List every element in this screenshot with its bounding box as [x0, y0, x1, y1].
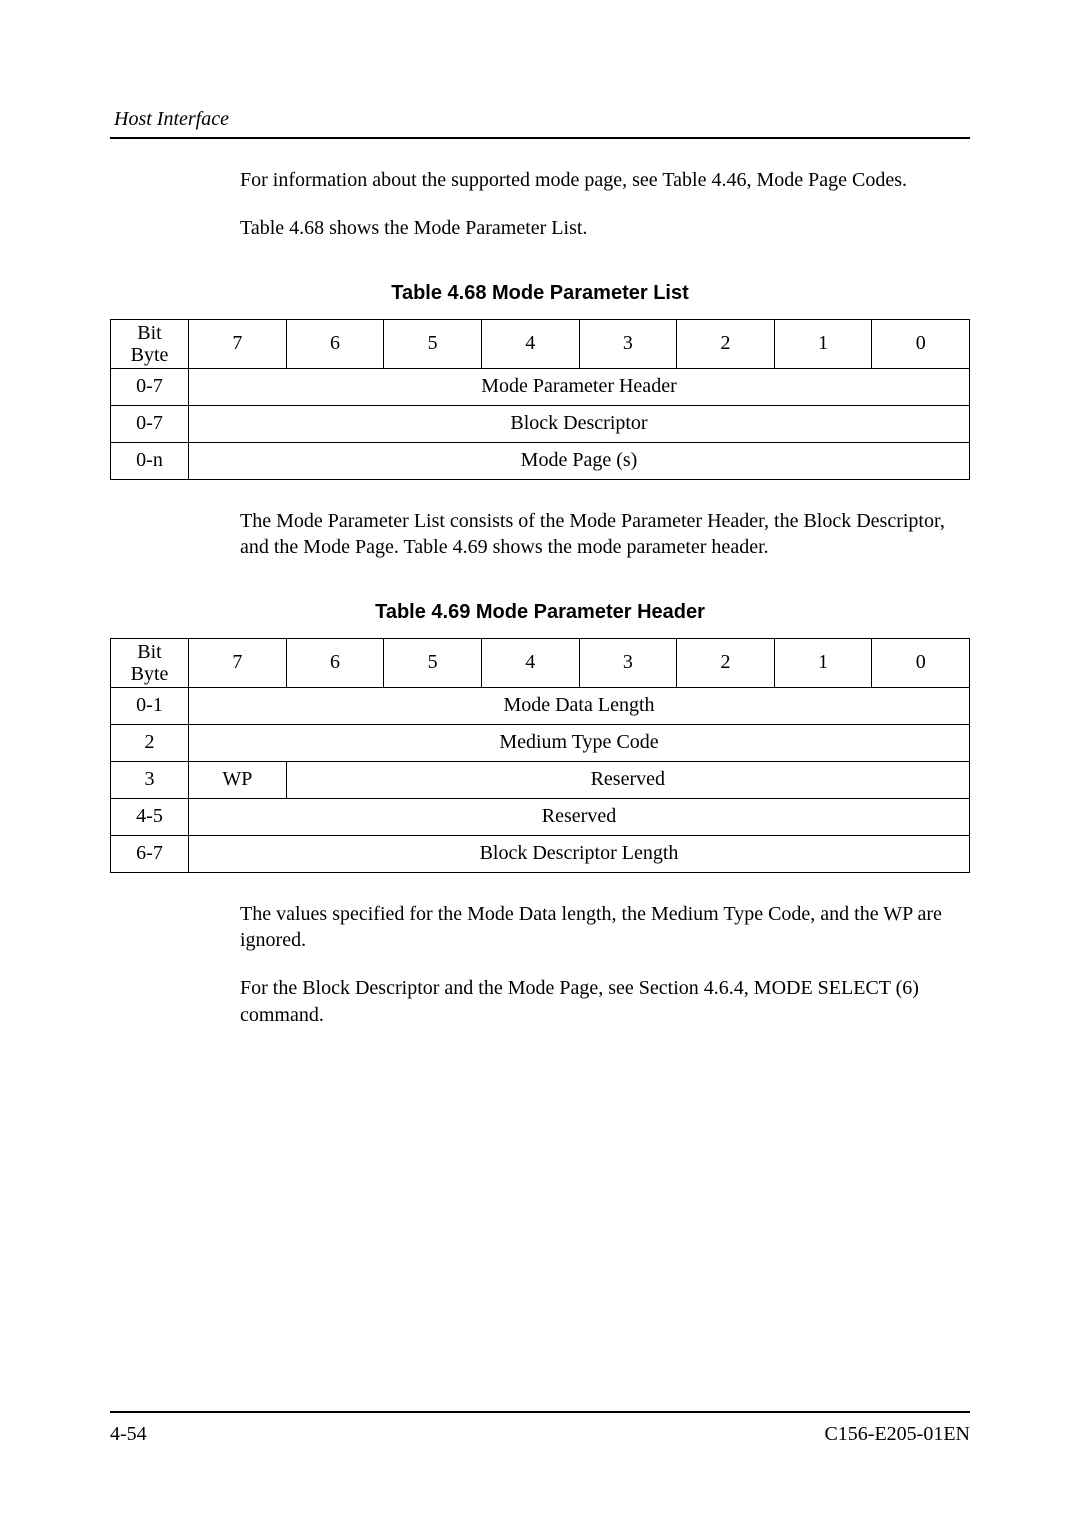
paragraph-5: For the Block Descriptor and the Mode Pa… — [240, 975, 970, 1028]
footer-row: 4-54 C156-E205-01EN — [110, 1423, 970, 1446]
body-block-3: The values specified for the Mode Data l… — [240, 901, 970, 1029]
table-row: 6-7 Block Descriptor Length — [111, 835, 970, 872]
table-469-caption: Table 4.69 Mode Parameter Header — [110, 601, 970, 624]
table-468-r3-byte: 0-n — [111, 442, 189, 479]
paragraph-1: For information about the supported mode… — [240, 167, 970, 193]
page-number: 4-54 — [110, 1423, 147, 1446]
page-footer: 4-54 C156-E205-01EN — [110, 1411, 970, 1446]
table-468-r3-val: Mode Page (s) — [189, 442, 970, 479]
table-469-bit-2: 2 — [677, 638, 775, 687]
table-469-r4-val: Reserved — [189, 798, 970, 835]
table-469-bit-3: 3 — [579, 638, 677, 687]
table-469-header-row: Bit Byte 7 6 5 4 3 2 1 0 — [111, 638, 970, 687]
table-468-bit-3: 3 — [579, 319, 677, 368]
table-row: 0-7 Block Descriptor — [111, 405, 970, 442]
table-469-r5-val: Block Descriptor Length — [189, 835, 970, 872]
byte-label: Byte — [131, 663, 169, 685]
table-469-r3-byte: 3 — [111, 761, 189, 798]
table-469-bit-1: 1 — [774, 638, 872, 687]
table-469-r3-val: Reserved — [286, 761, 969, 798]
table-469-r4-byte: 4-5 — [111, 798, 189, 835]
table-469-bit-5: 5 — [384, 638, 482, 687]
table-row: 0-1 Mode Data Length — [111, 687, 970, 724]
table-468-header-row: Bit Byte 7 6 5 4 3 2 1 0 — [111, 319, 970, 368]
table-468-bit-7: 7 — [189, 319, 287, 368]
byte-label: Byte — [131, 344, 169, 366]
bit-label: Bit — [137, 322, 161, 344]
table-row: 4-5 Reserved — [111, 798, 970, 835]
page: Host Interface For information about the… — [0, 0, 1080, 1028]
table-468-bit-1: 1 — [774, 319, 872, 368]
table-row: 2 Medium Type Code — [111, 724, 970, 761]
paragraph-3: The Mode Parameter List consists of the … — [240, 508, 970, 561]
header-rule — [110, 137, 970, 139]
table-469-bitbyte-label: Bit Byte — [111, 638, 189, 687]
table-468-caption: Table 4.68 Mode Parameter List — [110, 282, 970, 305]
table-row: 0-n Mode Page (s) — [111, 442, 970, 479]
table-468-bitbyte-label: Bit Byte — [111, 319, 189, 368]
table-468-r2-byte: 0-7 — [111, 405, 189, 442]
doc-code: C156-E205-01EN — [824, 1423, 970, 1446]
table-469-r3-wp: WP — [189, 761, 287, 798]
table-469-bit-4: 4 — [481, 638, 579, 687]
footer-rule — [110, 1411, 970, 1413]
body-block-2: The Mode Parameter List consists of the … — [240, 508, 970, 561]
table-469-r2-byte: 2 — [111, 724, 189, 761]
table-468-bit-0: 0 — [872, 319, 970, 368]
table-468-r1-byte: 0-7 — [111, 368, 189, 405]
paragraph-4: The values specified for the Mode Data l… — [240, 901, 970, 954]
table-468-bit-2: 2 — [677, 319, 775, 368]
table-469-r2-val: Medium Type Code — [189, 724, 970, 761]
table-469: Bit Byte 7 6 5 4 3 2 1 0 0-1 Mode Data L… — [110, 638, 970, 873]
table-row: 3 WP Reserved — [111, 761, 970, 798]
paragraph-2: Table 4.68 shows the Mode Parameter List… — [240, 215, 970, 241]
table-469-r1-byte: 0-1 — [111, 687, 189, 724]
table-468: Bit Byte 7 6 5 4 3 2 1 0 0-7 Mode Parame… — [110, 319, 970, 480]
table-468-bit-4: 4 — [481, 319, 579, 368]
bit-label: Bit — [137, 641, 161, 663]
table-469-r1-val: Mode Data Length — [189, 687, 970, 724]
table-469-bit-7: 7 — [189, 638, 287, 687]
running-header: Host Interface — [110, 108, 970, 131]
table-469-bit-6: 6 — [286, 638, 384, 687]
table-row: 0-7 Mode Parameter Header — [111, 368, 970, 405]
table-469-bit-0: 0 — [872, 638, 970, 687]
table-468-r2-val: Block Descriptor — [189, 405, 970, 442]
table-468-r1-val: Mode Parameter Header — [189, 368, 970, 405]
body-block-1: For information about the supported mode… — [240, 167, 970, 242]
table-469-r5-byte: 6-7 — [111, 835, 189, 872]
table-468-bit-5: 5 — [384, 319, 482, 368]
table-468-bit-6: 6 — [286, 319, 384, 368]
